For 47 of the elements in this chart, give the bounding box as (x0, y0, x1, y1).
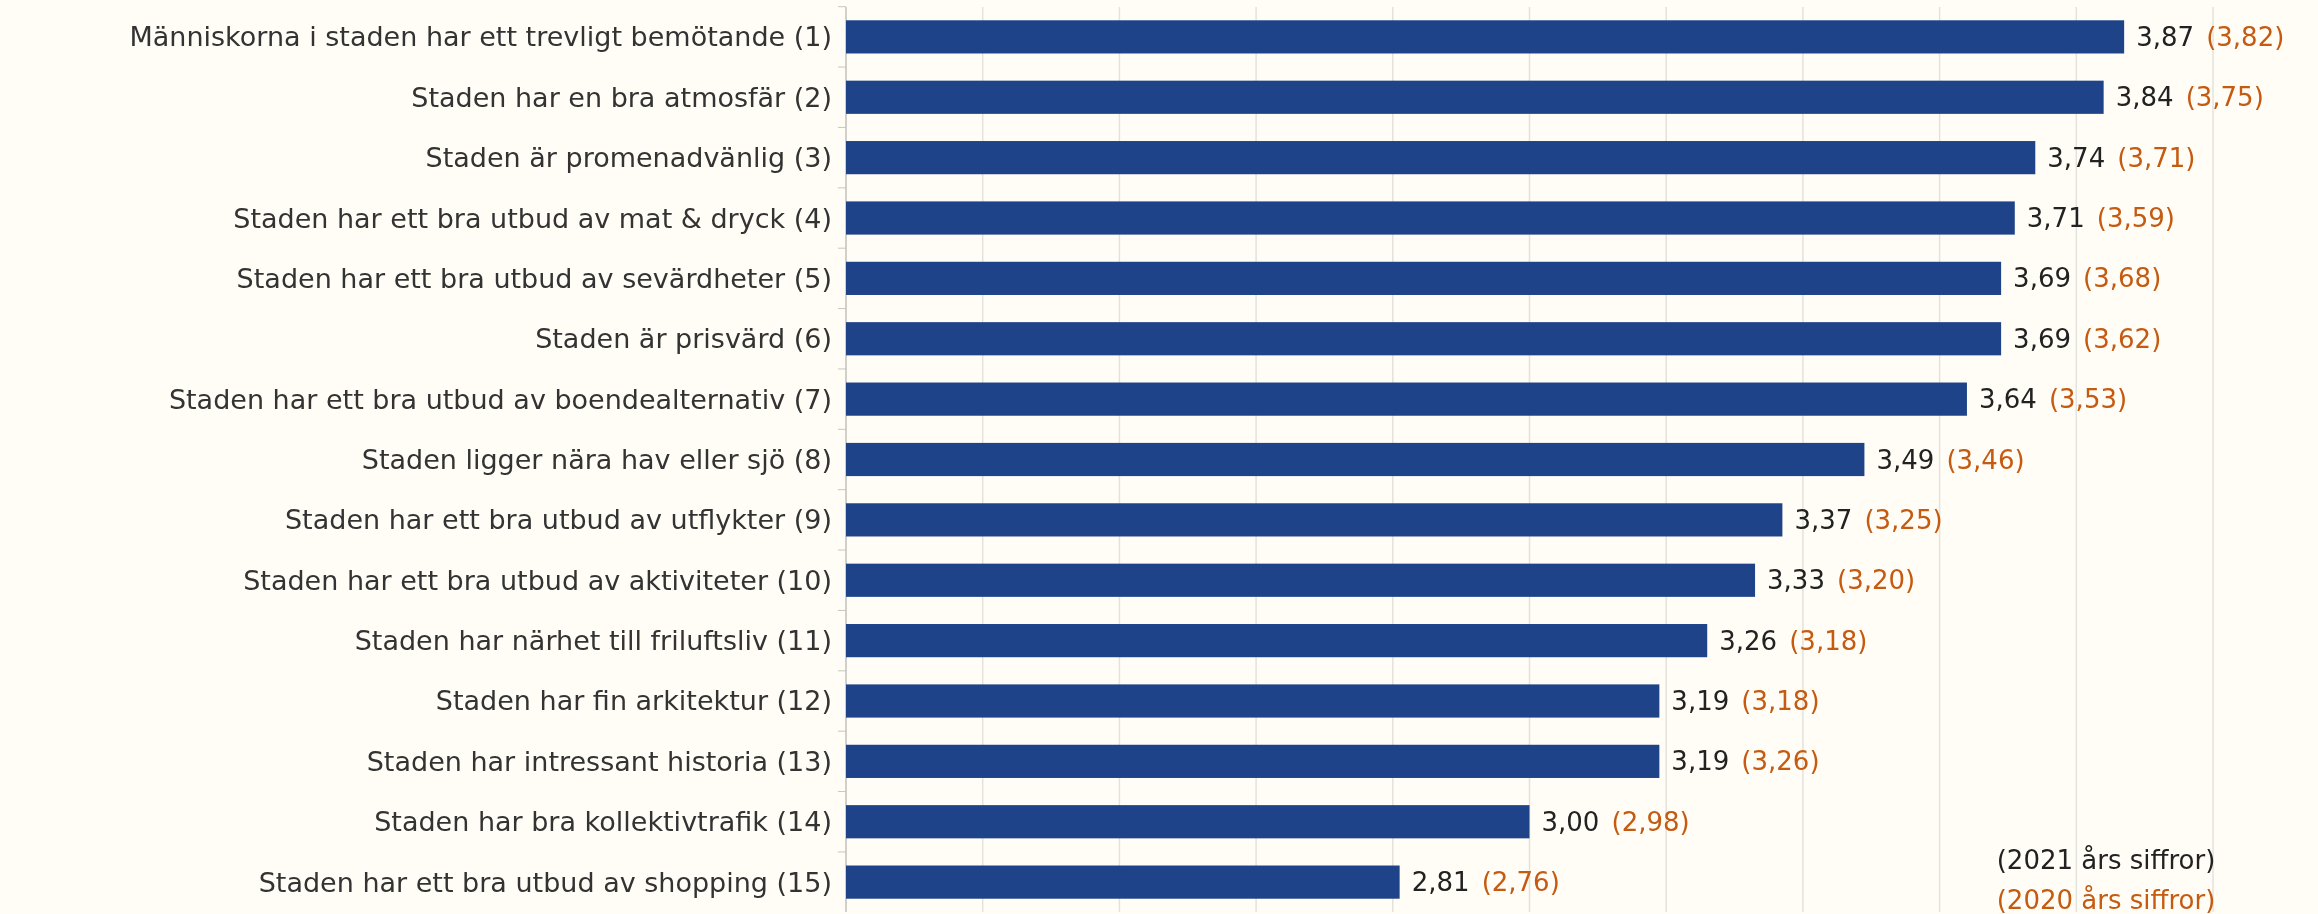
data-label: 3,19 (1671, 746, 1730, 777)
data-label: 3,64 (1978, 384, 2037, 415)
y-tick-label: Staden har intressant historia (13) (366, 745, 832, 777)
y-tick-label: Staden har närhet till friluftsliv (11) (354, 625, 832, 657)
y-tick-label: Staden har ett bra utbud av aktiviteter (10) (243, 564, 832, 596)
annotation: (3,53) (2048, 384, 2128, 415)
y-tick-label: Staden har bra kollektivtrafik (14) (374, 806, 832, 838)
annotation: (3,20) (1837, 565, 1916, 596)
y-tick-label: Staden har ett bra utbud av sevärdheter (5) (236, 262, 832, 294)
data-label: 3,74 (2047, 142, 2106, 173)
annotation: (3,62) (2083, 323, 2162, 354)
data-label: 3,71 (2026, 203, 2085, 234)
annotation: (3,75) (2185, 82, 2264, 113)
annotation: (3,18) (1741, 685, 1820, 716)
y-tick-label: Staden har ett bra utbud av shopping (15) (258, 866, 832, 898)
y-tick-label: Staden har ett bra utbud av mat & dryck (4) (233, 202, 832, 234)
y-tick-label: Staden har fin arkitektur (12) (435, 685, 832, 717)
annotation: (3,68) (2083, 263, 2162, 294)
annotation: (3,18) (1789, 625, 1868, 656)
data-label: 3,19 (1671, 685, 1730, 716)
y-tick-label: Staden har ett bra utbud av utflykter (9) (284, 504, 832, 536)
annotation: (3,71) (2117, 142, 2196, 173)
annotation: (2,76) (1481, 867, 1560, 898)
y-tick-label: Staden har ett bra utbud av boendealternativ (7) (168, 383, 832, 415)
data-label: 3,49 (1876, 444, 1935, 475)
data-label: 3,84 (2115, 82, 2174, 113)
y-tick-label: Staden har en bra atmosfär (2) (411, 81, 832, 113)
data-label: 3,69 (2013, 263, 2072, 294)
annotation: (2,98) (1611, 806, 1690, 837)
data-label: 3,26 (1719, 625, 1778, 656)
y-tick-label: Människorna i staden har ett trevligt bemötande (1) (129, 21, 832, 53)
y-tick-label: Staden är prisvärd (6) (535, 323, 832, 355)
y-tick-label: Staden ligger nära hav eller sjö (8) (361, 444, 832, 475)
data-label: 3,69 (2013, 323, 2072, 354)
annotation: (3,46) (1946, 444, 2025, 475)
annotation: (3,26) (1741, 746, 1820, 777)
annotation: (3,25) (1864, 504, 1943, 535)
annotation: (3,82) (2206, 21, 2285, 52)
annotation: (2020 års siffror) (1996, 885, 2216, 914)
y-tick-label: Staden är promenadvänlig (3) (425, 142, 832, 174)
annotation: (3,59) (2096, 203, 2175, 234)
data-label: 2,81 (1411, 867, 1470, 898)
data-label: 3,33 (1767, 565, 1825, 596)
data-label: 3,00 (1541, 806, 1600, 837)
data-label: 3,87 (2136, 21, 2195, 52)
annotation: (2021 års siffror) (1996, 845, 2216, 875)
data-label: 3,37 (1794, 504, 1853, 535)
